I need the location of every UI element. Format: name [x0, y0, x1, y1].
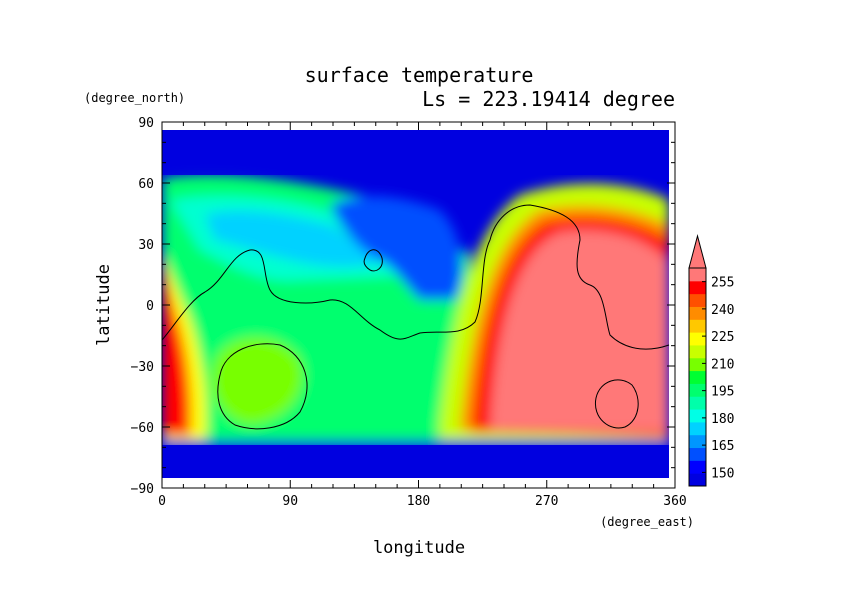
- x-tick-label: 0: [158, 494, 166, 509]
- field-pink-east: [490, 230, 669, 432]
- chart-title: surface temperature: [305, 63, 534, 87]
- x-tick-label: 270: [535, 494, 558, 509]
- field-lightgreen: [211, 337, 303, 425]
- colorbar-swatch: [689, 268, 706, 282]
- contour-elysium: [363, 249, 383, 272]
- colorbar-label: 255: [711, 276, 734, 291]
- colorbar-label: 225: [711, 330, 734, 345]
- y-tick-label: −60: [131, 421, 154, 436]
- topography-contours: [161, 204, 670, 430]
- colorbar-swatch: [689, 460, 706, 474]
- y-tick-label: 30: [138, 238, 154, 253]
- field-hot-west: [162, 265, 191, 435]
- colorbar-label: 210: [711, 357, 734, 372]
- colorbar-swatch: [689, 344, 706, 359]
- colorbar-swatch: [689, 473, 706, 487]
- colorbar: 150 165 180 195 210 225 240 255: [688, 234, 734, 487]
- chart-subtitle: Ls = 223.19414 degree: [422, 87, 675, 111]
- colorbar-label: 150: [711, 466, 734, 481]
- y-tick-label: −30: [131, 360, 154, 375]
- contour-hellas: [217, 343, 308, 430]
- y-tick-label: 0: [146, 299, 154, 314]
- colorbar-swatch: [689, 447, 706, 461]
- field-band-teal: [205, 210, 400, 267]
- contour-small-basin: [594, 379, 639, 429]
- y-ticks: −90 −60 −30 0 30 60 90: [131, 116, 675, 497]
- colorbar-swatch: [689, 319, 706, 333]
- heatmap-field: [162, 130, 669, 478]
- colorbar-swatch: [689, 332, 706, 346]
- colorbar-swatch: [689, 409, 706, 423]
- y-tick-label: 60: [138, 177, 154, 192]
- colorbar-label: 195: [711, 385, 734, 400]
- field-north-cap: [162, 130, 669, 175]
- contour-west-continent: [161, 204, 670, 350]
- colorbar-swatch: [689, 370, 706, 384]
- x-tick-label: 360: [663, 494, 686, 509]
- colorbar-swatch: [689, 421, 706, 436]
- x-tick-label: 180: [407, 494, 430, 509]
- x-axis-label: longitude: [373, 538, 465, 558]
- colorbar-swatch: [689, 383, 706, 397]
- colorbar-swatch: [689, 357, 706, 372]
- y-axis-label: latitude: [94, 264, 114, 346]
- colorbar-swatch: [689, 434, 706, 449]
- field-south-cap: [162, 445, 669, 478]
- x-tick-label: 90: [282, 494, 298, 509]
- colorbar-swatch: [689, 396, 706, 410]
- field-blue-intrusion: [330, 195, 463, 300]
- colorbar-extend-arrow: [688, 234, 707, 269]
- y-units: (degree_north): [84, 91, 185, 105]
- colorbar-swatch: [689, 280, 706, 295]
- x-units: (degree_east): [600, 515, 694, 529]
- colorbar-label: 240: [711, 303, 734, 318]
- y-tick-label: 90: [138, 116, 154, 131]
- x-ticks: 0 90 180 270 360: [158, 122, 687, 509]
- colorbar-frame: [688, 267, 707, 487]
- colorbar-swatch: [689, 306, 706, 320]
- colorbar-label: 180: [711, 412, 734, 427]
- colorbar-swatch: [689, 293, 706, 307]
- colorbar-label: 165: [711, 439, 734, 454]
- y-tick-label: −90: [131, 482, 154, 497]
